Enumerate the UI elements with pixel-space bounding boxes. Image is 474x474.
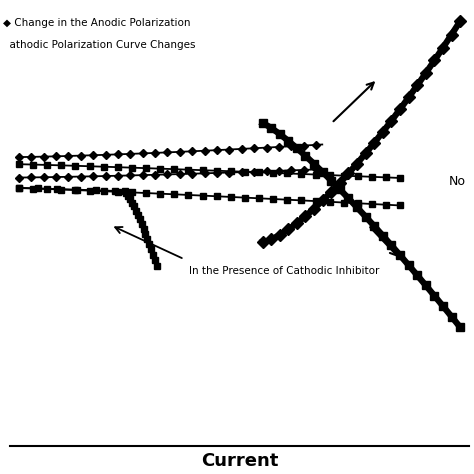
Text: In the Presence of Cathodic Inhibitor: In the Presence of Cathodic Inhibitor [189, 266, 379, 276]
Text: ◆ Change in the Anodic Polarization: ◆ Change in the Anodic Polarization [3, 18, 190, 28]
Text: athodic Polarization Curve Changes: athodic Polarization Curve Changes [3, 40, 195, 50]
X-axis label: Current: Current [201, 452, 278, 470]
Text: No: No [449, 174, 465, 188]
